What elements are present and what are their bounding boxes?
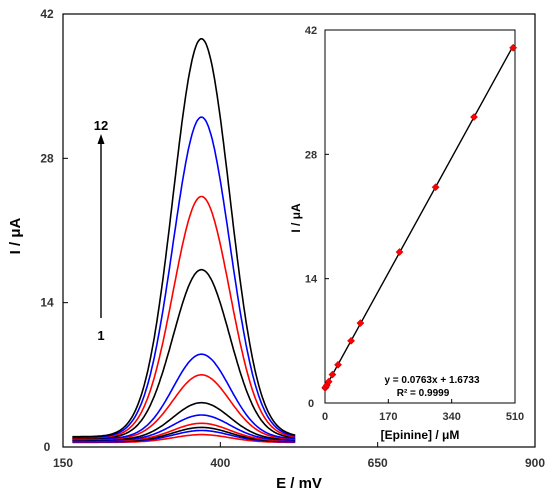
inset-x-tick-label: 170 <box>379 411 397 423</box>
inset-equation: y = 0.0763x + 1.6733 <box>384 375 480 386</box>
inset-y-tick-label: 14 <box>305 274 318 286</box>
main-x-tick-label: 150 <box>53 456 73 470</box>
main-x-tick-label: 650 <box>368 456 388 470</box>
main-x-tick-label: 900 <box>525 456 545 470</box>
inset-y-axis: 0 14 28 42 <box>305 25 329 410</box>
inset-point-11 <box>470 113 478 121</box>
inset-r-squared: R² = 0.9999 <box>397 388 450 399</box>
inset-x-tick-label: 0 <box>322 411 328 423</box>
main-x-axis-title: E / mV <box>276 475 322 492</box>
inset-point-5 <box>328 370 337 379</box>
inset-point-4 <box>324 377 333 386</box>
main-y-axis-title: I / μA <box>7 217 24 254</box>
inset-point-10 <box>431 183 440 192</box>
voltammogram-curve-12 <box>72 38 296 438</box>
inset-regression-line <box>324 45 514 389</box>
inset-point-7 <box>347 336 356 345</box>
inset-point-6 <box>334 360 342 369</box>
inset-y-axis-title: I / μA <box>289 203 303 233</box>
inset-x-tick-label: 510 <box>506 411 524 423</box>
arrow-label-start: 1 <box>97 328 104 343</box>
inset-y-tick-label: 42 <box>305 25 317 37</box>
inset-y-tick-label: 28 <box>305 149 317 161</box>
arrow-label-end: 12 <box>94 118 108 133</box>
main-x-tick-label: 400 <box>210 456 230 470</box>
inset-y-tick-label: 0 <box>308 398 314 410</box>
main-y-tick-label: 28 <box>40 151 54 165</box>
voltammogram-curve-11 <box>72 116 296 438</box>
main-y-tick-label: 0 <box>44 440 51 454</box>
main-y-axis: 0 14 28 42 <box>40 7 68 454</box>
inset-point-9 <box>395 248 404 256</box>
inset-data-points <box>321 43 518 392</box>
main-y-tick-label: 42 <box>40 7 54 21</box>
voltammogram-curve-10 <box>72 195 296 439</box>
inset-x-axis: 0 170 340 510 <box>322 399 524 423</box>
inset-fit-line <box>324 45 514 389</box>
main-y-tick-label: 14 <box>40 296 54 310</box>
voltammogram-curve-9 <box>72 268 296 439</box>
voltammogram-curves <box>72 38 296 444</box>
voltammogram-curve-8 <box>72 353 296 440</box>
concentration-arrow <box>97 134 105 318</box>
inset-x-tick-label: 340 <box>442 411 460 423</box>
inset-point-8 <box>356 319 365 328</box>
main-x-axis: 150 400 650 900 <box>53 442 545 470</box>
inset-x-axis-title: [Epinine] / μM <box>381 428 460 442</box>
inset-point-12 <box>509 43 518 52</box>
